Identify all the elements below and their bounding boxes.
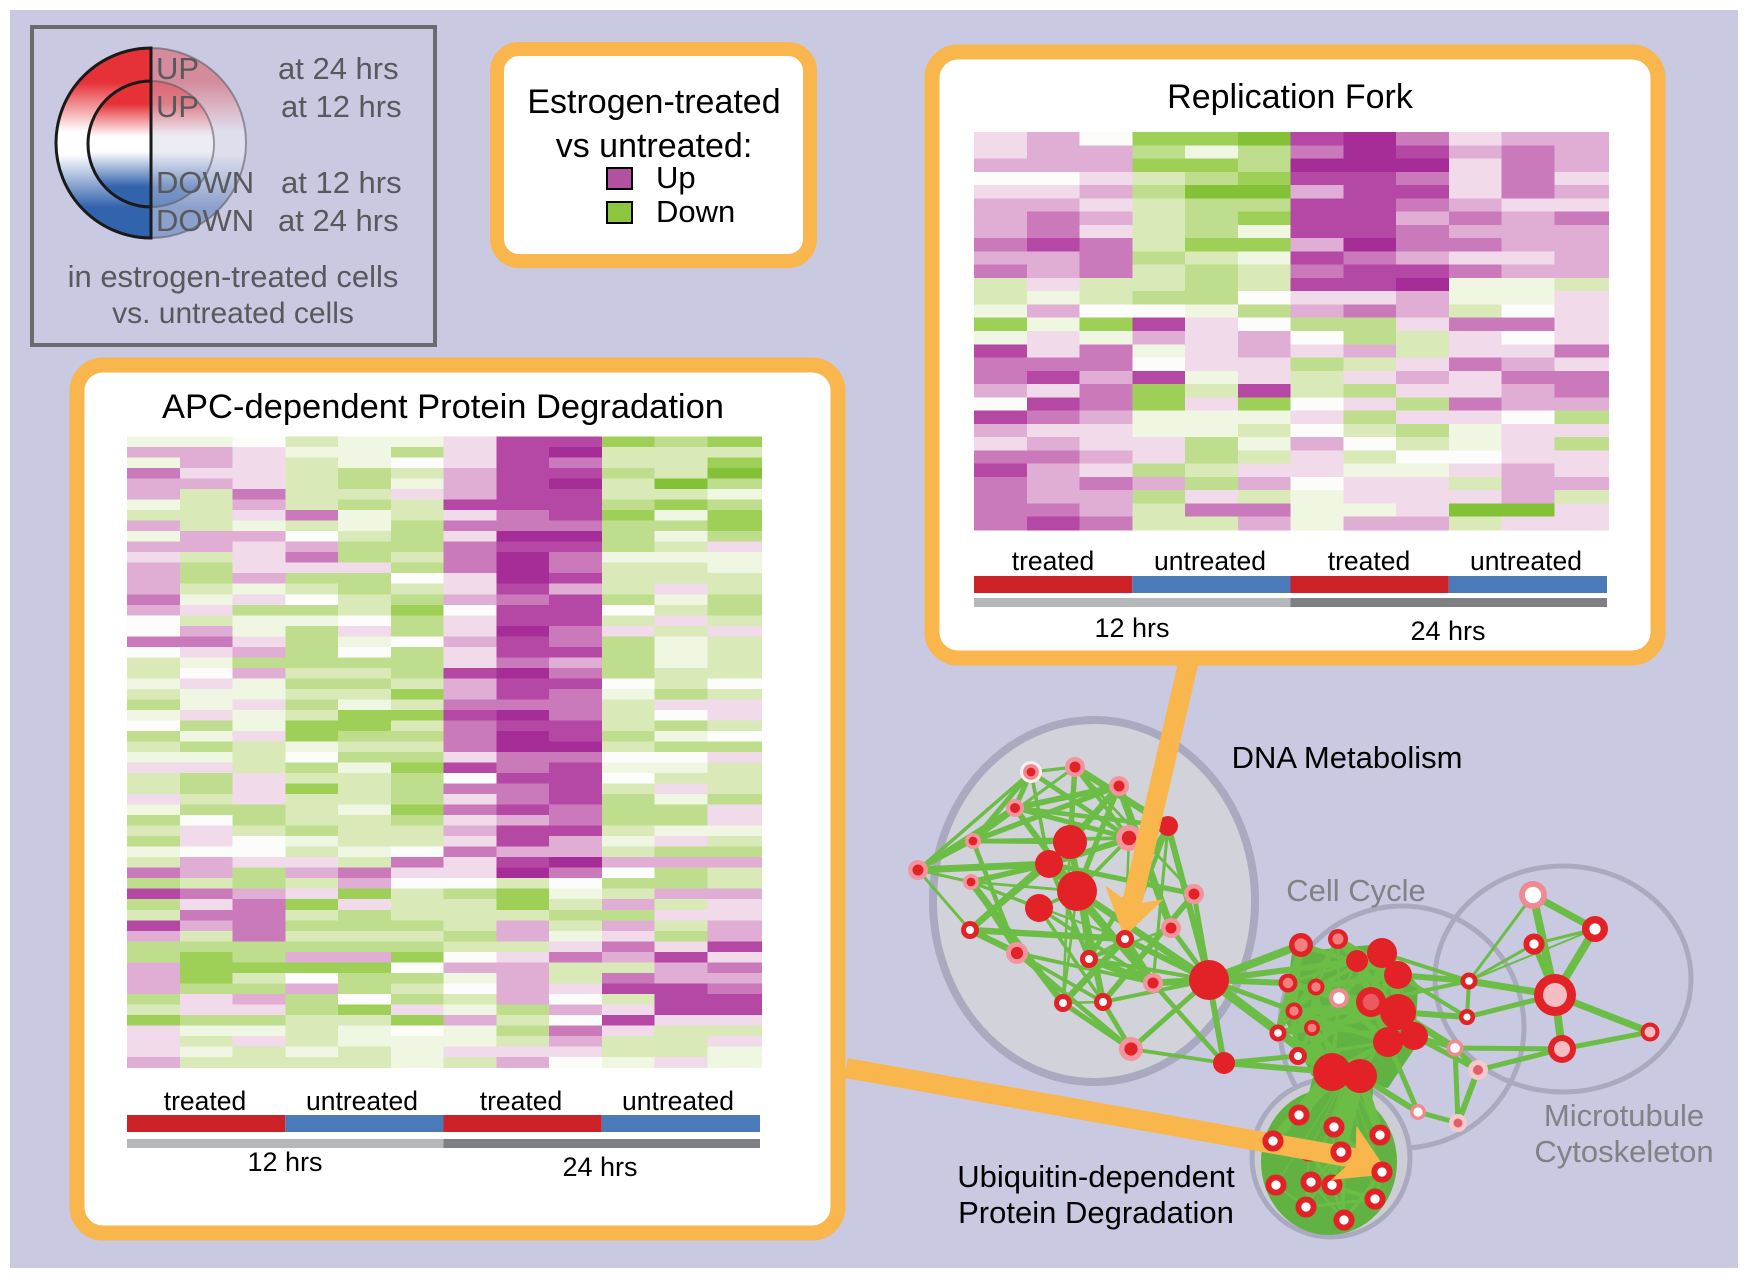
svg-text:DOWN: DOWN bbox=[156, 165, 254, 200]
svg-text:untreated: untreated bbox=[306, 1086, 418, 1116]
svg-text:Microtubule: Microtubule bbox=[1544, 1098, 1704, 1133]
svg-text:DOWN: DOWN bbox=[156, 203, 254, 238]
svg-text:Ubiquitin-dependent: Ubiquitin-dependent bbox=[957, 1159, 1235, 1194]
svg-text:treated: treated bbox=[164, 1086, 247, 1116]
svg-text:UP: UP bbox=[156, 89, 199, 124]
svg-text:treated: treated bbox=[1328, 546, 1411, 576]
svg-text:Cell Cycle: Cell Cycle bbox=[1286, 873, 1426, 908]
svg-text:Cytoskeleton: Cytoskeleton bbox=[1534, 1134, 1713, 1169]
svg-text:Protein Degradation: Protein Degradation bbox=[958, 1195, 1234, 1230]
svg-text:DNA Metabolism: DNA Metabolism bbox=[1232, 740, 1463, 775]
svg-text:untreated: untreated bbox=[1470, 546, 1582, 576]
svg-text:untreated: untreated bbox=[1154, 546, 1266, 576]
svg-text:at 24 hrs: at 24 hrs bbox=[278, 203, 399, 238]
svg-text:12 hrs: 12 hrs bbox=[247, 1147, 322, 1177]
svg-text:in estrogen-treated cells: in estrogen-treated cells bbox=[68, 259, 399, 294]
svg-text:treated: treated bbox=[1012, 546, 1095, 576]
svg-text:at 24 hrs: at 24 hrs bbox=[278, 51, 399, 86]
svg-text:at 12 hrs: at 12 hrs bbox=[281, 89, 402, 124]
svg-text:vs untreated:: vs untreated: bbox=[556, 127, 753, 165]
svg-text:Replication Fork: Replication Fork bbox=[1167, 78, 1414, 116]
svg-text:treated: treated bbox=[480, 1086, 563, 1116]
svg-text:APC-dependent Protein Degradat: APC-dependent Protein Degradation bbox=[162, 388, 724, 426]
svg-text:12 hrs: 12 hrs bbox=[1094, 613, 1169, 643]
svg-text:24 hrs: 24 hrs bbox=[1410, 616, 1485, 646]
svg-text:at 12 hrs: at 12 hrs bbox=[281, 165, 402, 200]
svg-text:vs. untreated cells: vs. untreated cells bbox=[112, 297, 354, 330]
svg-text:untreated: untreated bbox=[622, 1086, 734, 1116]
svg-text:Estrogen-treated: Estrogen-treated bbox=[527, 83, 780, 121]
svg-text:Up: Up bbox=[656, 160, 696, 195]
svg-text:24 hrs: 24 hrs bbox=[562, 1152, 637, 1182]
svg-text:UP: UP bbox=[156, 51, 199, 86]
svg-text:Down: Down bbox=[656, 194, 735, 229]
